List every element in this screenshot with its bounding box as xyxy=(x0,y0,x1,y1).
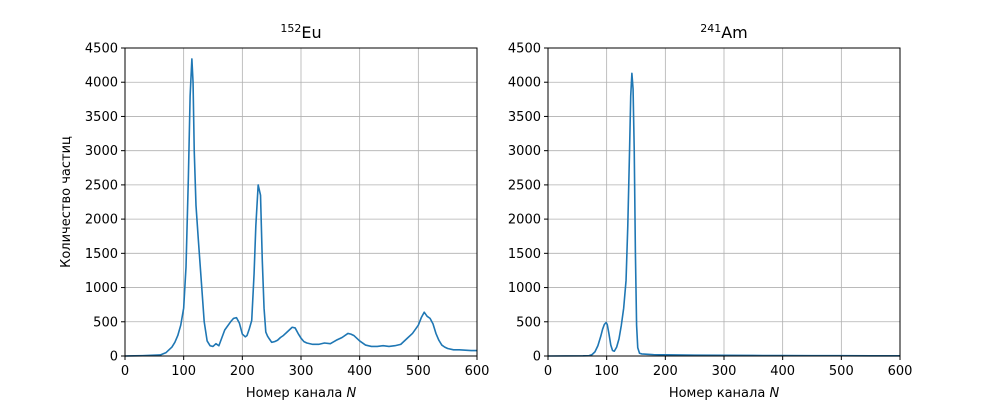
eu152-x-tick-label: 400 xyxy=(347,364,372,379)
am241-x-tick-label: 400 xyxy=(770,364,795,379)
eu152-x-tick-label: 300 xyxy=(289,364,314,379)
am241-chart: 0 100 200 300 400 500 600 0 500 1000 1500 2000 2500… xyxy=(508,22,913,400)
am241-y-tick-label: 2000 xyxy=(508,213,541,228)
am241-title-isotope-mass: 241 xyxy=(700,22,721,35)
am241-y-tick-label: 1000 xyxy=(508,281,541,296)
am241-spectrum-line xyxy=(547,72,901,357)
am241-x-axis-label-text: Номер канала xyxy=(669,386,765,400)
eu152-x-tick-label: 600 xyxy=(465,364,490,379)
eu152-chart: 0 100 200 300 400 500 600 0 500 1000 1500 2000 2500… xyxy=(59,22,489,400)
eu152-y-tick-label: 2500 xyxy=(85,178,118,193)
am241-y-axis: 0 500 1000 1500 2000 2500 3000 3500 4000 4500 xyxy=(508,42,548,365)
eu152-y-tick-label: 4500 xyxy=(85,42,118,57)
eu152-x-axis-label: Номер канала N xyxy=(246,386,357,400)
am241-x-tick-label: 500 xyxy=(829,364,854,379)
am241-y-tick-label: 4000 xyxy=(508,76,541,91)
eu152-x-tick-label: 0 xyxy=(121,364,129,379)
am241-x-tick-label: 300 xyxy=(712,364,737,379)
eu152-title-element: Eu xyxy=(301,23,321,42)
eu152-y-axis: 0 500 1000 1500 2000 2500 3000 3500 4000 4500 xyxy=(85,42,125,365)
am241-x-tick-label: 100 xyxy=(594,364,619,379)
eu152-y-axis-label: Количество частиц xyxy=(59,136,74,268)
eu152-grid xyxy=(124,47,478,357)
eu152-x-tick-label: 200 xyxy=(230,364,255,379)
am241-x-tick-label: 200 xyxy=(653,364,678,379)
eu152-x-axis: 0 100 200 300 400 500 600 xyxy=(121,356,490,379)
am241-chart-title: 241Am xyxy=(700,22,748,42)
eu152-x-axis-label-text: Номер канала xyxy=(246,386,342,400)
am241-series-line-group xyxy=(547,72,901,357)
eu152-x-tick-label: 500 xyxy=(406,364,431,379)
eu152-title-isotope-mass: 152 xyxy=(280,22,301,35)
am241-y-tick-label: 2500 xyxy=(508,178,541,193)
eu152-y-tick-label: 4000 xyxy=(85,76,118,91)
am241-grid xyxy=(547,47,901,357)
eu152-y-tick-label: 500 xyxy=(93,315,118,330)
eu152-series-line-group xyxy=(124,58,477,357)
am241-y-tick-label: 1500 xyxy=(508,247,541,262)
am241-x-axis: 0 100 200 300 400 500 600 xyxy=(544,356,913,379)
am241-x-axis-label: Номер канала N xyxy=(669,386,780,400)
am241-y-tick-label: 0 xyxy=(533,350,541,365)
am241-x-axis-label-variable: N xyxy=(769,386,779,400)
am241-y-tick-label: 3000 xyxy=(508,144,541,159)
am241-x-tick-label: 600 xyxy=(888,364,913,379)
eu152-spectrum-line xyxy=(124,58,477,357)
eu152-x-tick-label: 100 xyxy=(171,364,196,379)
am241-y-tick-label: 3500 xyxy=(508,110,541,125)
am241-y-tick-label: 500 xyxy=(516,315,541,330)
eu152-y-tick-label: 1000 xyxy=(85,281,118,296)
am241-y-tick-label: 4500 xyxy=(508,42,541,57)
eu152-y-tick-label: 3500 xyxy=(85,110,118,125)
eu152-x-axis-label-variable: N xyxy=(346,386,356,400)
am241-title-element: Am xyxy=(721,23,748,42)
eu152-y-tick-label: 0 xyxy=(110,350,118,365)
am241-x-tick-label: 0 xyxy=(544,364,552,379)
eu152-y-tick-label: 1500 xyxy=(85,247,118,262)
eu152-y-tick-label: 2000 xyxy=(85,213,118,228)
eu152-y-tick-label: 3000 xyxy=(85,144,118,159)
eu152-chart-title: 152Eu xyxy=(280,22,321,42)
